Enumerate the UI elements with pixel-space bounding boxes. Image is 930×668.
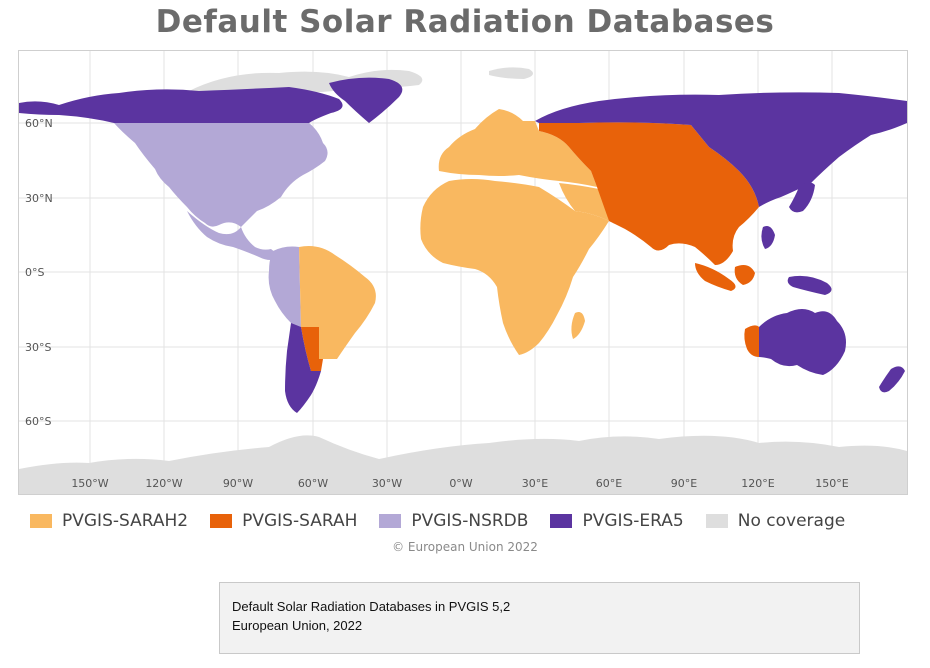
lat-label: 30°S <box>25 341 51 354</box>
map-title: Default Solar Radiation Databases <box>155 4 775 40</box>
legend-label: No coverage <box>737 511 846 531</box>
world-map-svg: 60°N 30°N 0°S 30°S 60°S 150°W 120°W 90°W… <box>19 51 907 494</box>
lon-label: 60°E <box>596 477 622 490</box>
legend-swatch <box>30 514 52 528</box>
lon-label: 120°E <box>741 477 774 490</box>
region-antarctica <box>19 435 907 494</box>
region-japan-era5 <box>789 182 815 213</box>
caption-line-2: European Union, 2022 <box>232 618 363 633</box>
legend-swatch <box>705 514 728 528</box>
region-indonesia-sarah <box>695 263 736 291</box>
caption-line-1: Default Solar Radiation Databases in PVG… <box>232 599 511 614</box>
lon-label: 150°W <box>71 477 108 490</box>
region-europe-sarah2 <box>438 109 597 187</box>
legend-label: PVGIS-ERA5 <box>582 511 684 531</box>
legend-swatch <box>379 514 402 528</box>
region-philippines-era5 <box>761 226 775 249</box>
region-madagascar-sarah2 <box>571 312 585 339</box>
lon-label: 30°E <box>522 477 548 490</box>
region-central-america-nsrdb <box>187 211 281 260</box>
region-australia-era5 <box>759 309 846 375</box>
lat-label: 0°S <box>25 266 44 279</box>
legend-label: PVGIS-SARAH2 <box>62 511 189 531</box>
lon-label: 120°W <box>145 477 182 490</box>
lat-label: 60°S <box>25 415 51 428</box>
latitude-labels: 60°N 30°N 0°S 30°S 60°S <box>25 117 53 428</box>
legend-item-no-coverage: No coverage <box>705 511 846 531</box>
region-north-america-nsrdb <box>114 123 328 227</box>
lon-label: 90°W <box>223 477 253 490</box>
legend-item-sarah2: PVGIS-SARAH2 <box>30 511 188 531</box>
legend-label: PVGIS-SARAH <box>242 511 358 531</box>
region-new-zealand-era5 <box>879 366 905 393</box>
lon-label: 30°W <box>372 477 402 490</box>
region-borneo-sarah <box>734 265 755 285</box>
region-south-america-nsrdb <box>268 246 301 327</box>
lon-label: 0°W <box>449 477 472 490</box>
legend: PVGIS-SARAH2 PVGIS-SARAH PVGIS-NSRDB PVG… <box>30 509 910 533</box>
world-map: 60°N 30°N 0°S 30°S 60°S 150°W 120°W 90°W… <box>18 50 908 495</box>
legend-swatch <box>550 514 573 528</box>
lon-label: 60°W <box>298 477 328 490</box>
region-south-america-sarah2 <box>299 246 376 359</box>
lat-label: 30°N <box>25 192 53 205</box>
longitude-labels: 150°W 120°W 90°W 60°W 30°W 0°W 30°E 60°E… <box>71 477 848 490</box>
region-middle-east-sarah2 <box>559 183 609 221</box>
region-south-america-sarah <box>301 327 323 371</box>
region-new-guinea-era5 <box>787 275 832 295</box>
region-canada-era5 <box>19 87 343 123</box>
legend-label: PVGIS-NSRDB <box>411 511 529 531</box>
caption-box: Default Solar Radiation Databases in PVG… <box>219 582 860 654</box>
lat-label: 60°N <box>25 117 53 130</box>
legend-item-era5: PVGIS-ERA5 <box>550 511 684 531</box>
region-patagonia-era5 <box>285 323 321 413</box>
lon-label: 150°E <box>815 477 848 490</box>
lon-label: 90°E <box>671 477 697 490</box>
region-asia-sarah <box>539 121 759 265</box>
region-australia-west-sarah <box>744 325 759 357</box>
legend-item-nsrdb: PVGIS-NSRDB <box>379 511 528 531</box>
region-svalbard <box>489 67 533 79</box>
legend-swatch <box>210 514 233 528</box>
region-greenland-era5 <box>329 77 403 123</box>
legend-item-sarah: PVGIS-SARAH <box>210 511 357 531</box>
region-africa-sarah2 <box>420 179 609 355</box>
region-siberia-era5 <box>535 92 907 207</box>
copyright-notice: © European Union 2022 <box>392 540 538 554</box>
